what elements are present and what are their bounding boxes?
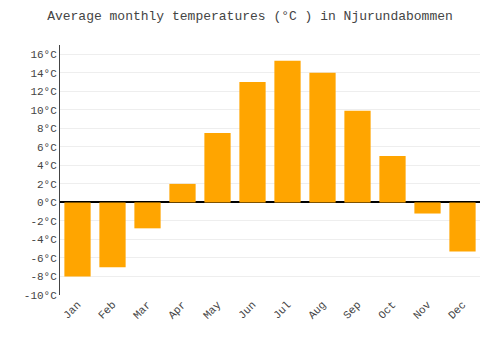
svg-text:May: May (201, 299, 224, 322)
svg-text:16°C: 16°C (30, 49, 57, 61)
svg-text:Dec: Dec (446, 299, 468, 321)
svg-text:8°C: 8°C (37, 123, 57, 135)
svg-text:14°C: 14°C (30, 68, 57, 80)
svg-text:-2°C: -2°C (30, 216, 57, 228)
svg-text:Nov: Nov (411, 299, 434, 322)
svg-text:Average monthly temperatures (: Average monthly temperatures (°C ) in Nj… (47, 9, 453, 24)
svg-text:10°C: 10°C (30, 105, 57, 117)
svg-text:Jun: Jun (236, 299, 258, 321)
svg-text:Oct: Oct (376, 299, 398, 321)
svg-text:-8°C: -8°C (30, 271, 57, 283)
svg-text:-10°C: -10°C (24, 290, 57, 302)
svg-text:-4°C: -4°C (30, 234, 57, 246)
svg-text:Jul: Jul (271, 299, 293, 321)
svg-text:4°C: 4°C (37, 160, 57, 172)
svg-text:Aug: Aug (306, 299, 328, 321)
svg-text:Sep: Sep (341, 299, 363, 321)
svg-text:Apr: Apr (166, 299, 188, 321)
svg-text:Feb: Feb (96, 299, 118, 321)
svg-text:12°C: 12°C (30, 86, 57, 98)
svg-text:Mar: Mar (131, 299, 153, 321)
svg-text:0°C: 0°C (37, 197, 57, 209)
svg-text:Jan: Jan (61, 299, 83, 321)
svg-text:2°C: 2°C (37, 179, 57, 191)
svg-text:6°C: 6°C (37, 142, 57, 154)
svg-text:-6°C: -6°C (30, 253, 57, 265)
